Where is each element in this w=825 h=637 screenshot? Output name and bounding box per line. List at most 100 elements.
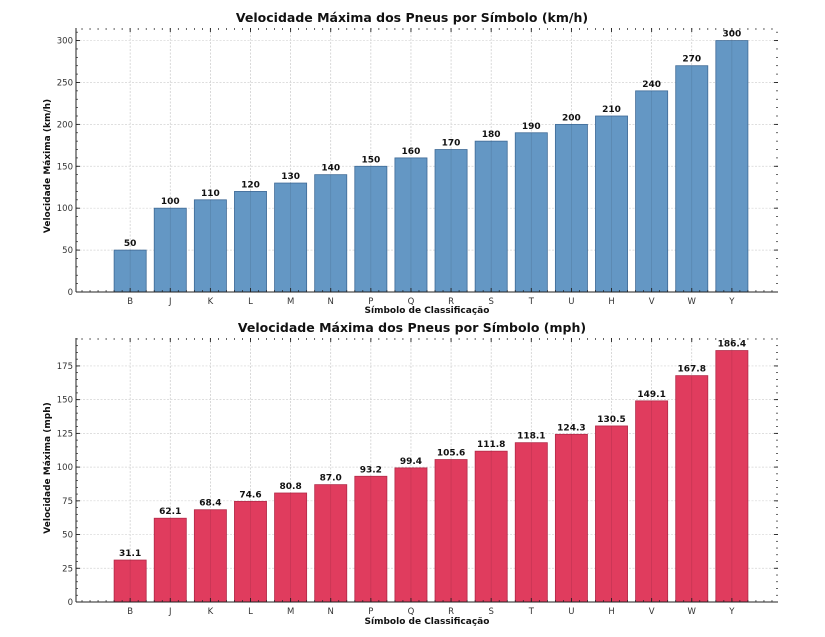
bar-V xyxy=(635,400,669,603)
value-label: 80.8 xyxy=(280,482,302,492)
bars-layer xyxy=(113,350,749,603)
bar-M xyxy=(274,492,308,603)
bar-U xyxy=(554,433,588,603)
bar-P xyxy=(354,165,388,293)
bar-S xyxy=(474,140,508,293)
value-label: 118.1 xyxy=(517,432,545,442)
value-label: 124.3 xyxy=(557,423,585,433)
value-label: 87.0 xyxy=(320,474,342,484)
y-tick-label: 175 xyxy=(57,362,73,372)
x-tick-label: T xyxy=(528,297,535,307)
value-label: 68.4 xyxy=(199,499,221,509)
x-tick-label: W xyxy=(688,297,697,307)
x-tick-label: P xyxy=(368,607,373,617)
x-tick-label: U xyxy=(568,297,574,307)
x-tick-label: K xyxy=(208,297,214,307)
value-label: 160 xyxy=(402,147,421,157)
bar-K xyxy=(193,199,227,293)
value-label: 140 xyxy=(321,164,340,174)
value-label: 99.4 xyxy=(400,457,422,467)
y-axis-label: Velocidade Máxima (mph) xyxy=(43,402,53,533)
x-tick-label: L xyxy=(248,607,253,617)
value-label: 50 xyxy=(124,239,137,249)
x-tick-label: T xyxy=(528,607,535,617)
bar-R xyxy=(434,459,468,603)
x-tick-label: Y xyxy=(728,297,735,307)
y-tick-label: 200 xyxy=(57,120,73,130)
value-label: 74.6 xyxy=(239,490,261,500)
value-label: 120 xyxy=(241,180,260,190)
y-tick-label: 0 xyxy=(68,598,73,608)
value-label: 270 xyxy=(682,55,701,65)
bar-U xyxy=(554,123,588,293)
x-tick-label: W xyxy=(688,607,697,617)
y-tick-label: 75 xyxy=(62,497,73,507)
y-tick-label: 50 xyxy=(62,246,73,256)
value-label: 170 xyxy=(442,139,461,149)
labels-layer: 31.1 B 62.1 J 68.4 K 74.6 L 80.8 M 87.0 N 93.2 P 99.4 Q… xyxy=(57,340,746,617)
y-tick-label: 150 xyxy=(57,162,73,172)
y-tick-label: 100 xyxy=(57,463,73,473)
bar-T xyxy=(514,442,548,603)
value-label: 31.1 xyxy=(119,549,141,559)
bar-W xyxy=(675,65,709,293)
x-tick-label: P xyxy=(368,297,373,307)
x-tick-label: U xyxy=(568,607,574,617)
chart-title: Velocidade Máxima dos Pneus por Símbolo … xyxy=(238,320,586,335)
value-label: 167.8 xyxy=(678,365,706,375)
labels-layer: 50 B 100 J 110 K 120 L 130 M 140 N 150 P 160 Q 170 R 180 S 1… xyxy=(57,30,742,307)
bar-Q xyxy=(394,157,428,293)
value-label: 186.4 xyxy=(718,340,746,350)
bar-H xyxy=(595,115,628,293)
value-label: 200 xyxy=(562,113,581,123)
y-tick-label: 100 xyxy=(57,204,73,214)
chart-kmh: Velocidade Máxima dos Pneus por Símbolo … xyxy=(43,10,778,316)
x-tick-label: N xyxy=(328,607,334,617)
x-tick-label: Y xyxy=(728,607,735,617)
x-tick-label: J xyxy=(168,297,172,307)
bar-N xyxy=(314,174,348,293)
y-tick-label: 300 xyxy=(57,37,73,47)
bars-layer xyxy=(113,40,749,293)
y-tick-label: 50 xyxy=(62,531,73,541)
value-label: 210 xyxy=(602,105,621,115)
chart-title: Velocidade Máxima dos Pneus por Símbolo … xyxy=(236,10,588,25)
bar-T xyxy=(514,132,548,293)
bar-K xyxy=(193,509,227,603)
y-tick-label: 125 xyxy=(57,429,73,439)
value-label: 62.1 xyxy=(159,507,181,517)
value-label: 111.8 xyxy=(477,440,505,450)
value-label: 105.6 xyxy=(437,449,465,459)
x-tick-label: M xyxy=(287,297,294,307)
value-label: 149.1 xyxy=(637,390,665,400)
value-label: 150 xyxy=(361,155,380,165)
y-tick-label: 25 xyxy=(62,564,73,574)
bar-B xyxy=(113,559,147,603)
y-tick-label: 150 xyxy=(57,396,73,406)
value-label: 190 xyxy=(522,122,541,132)
bar-P xyxy=(354,475,388,603)
bar-L xyxy=(234,191,267,293)
x-tick-label: B xyxy=(127,607,133,617)
bar-H xyxy=(595,425,628,603)
axes-layer xyxy=(75,338,778,603)
x-axis-label: Símbolo de Classificação xyxy=(365,306,490,316)
x-tick-label: H xyxy=(608,297,614,307)
x-tick-label: V xyxy=(649,297,655,307)
chart-mph: Velocidade Máxima dos Pneus por Símbolo … xyxy=(43,320,778,627)
bar-Y xyxy=(715,40,749,293)
bar-V xyxy=(635,90,669,293)
value-label: 240 xyxy=(642,80,661,90)
x-tick-label: S xyxy=(488,607,493,617)
y-tick-label: 0 xyxy=(68,288,73,298)
x-tick-label: Q xyxy=(408,297,415,307)
x-axis-label: Símbolo de Classificação xyxy=(365,617,490,627)
x-tick-label: V xyxy=(649,607,655,617)
value-label: 110 xyxy=(201,189,220,199)
x-tick-label: N xyxy=(328,297,334,307)
x-tick-label: H xyxy=(608,607,614,617)
x-tick-label: B xyxy=(127,297,133,307)
x-tick-label: L xyxy=(248,297,253,307)
value-label: 300 xyxy=(722,30,741,40)
